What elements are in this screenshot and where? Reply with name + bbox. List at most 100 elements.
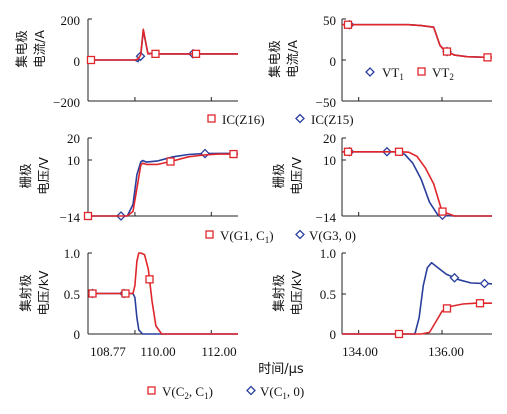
ytick-label: 0 [330,327,337,342]
ytick-label: 20 [67,131,80,146]
series-line-blue [88,29,238,63]
ytick-label: 0 [74,54,81,69]
series-line-blue [342,23,493,59]
ytick-label: 50 [323,13,336,28]
xtick-label: 134.00 [342,344,378,359]
ylabel-line2: 电压/V [36,157,51,195]
ytick-label: 10 [67,153,80,168]
ytick-label: 0 [74,327,81,342]
legend-marker-blue [295,229,305,240]
legend-marker-blue [365,67,375,77]
series-line-red [342,23,493,59]
series-line-red [342,151,492,217]
legend-label-ic-z15: IC(Z15) [311,112,354,127]
data-marker-square [442,304,452,313]
series-line-blue [88,292,238,335]
ylabel-line1: 集电极 [267,40,282,78]
legend-vt: VT1 VT2 [365,65,454,82]
data-marker-square [88,289,97,298]
ylabel-line1: 栅极 [18,163,33,189]
data-marker-square [475,299,485,308]
ytick-label: 20 [323,131,336,146]
legend-row2: V(G1, C1) V(G3, 0) [205,228,356,245]
ylabel-line2: 电压/V [289,157,304,195]
ytick-label: 1.0 [320,246,336,261]
data-marker-square [145,275,154,284]
ytick-label: 0.5 [320,287,336,302]
ytick-label: 0 [330,54,337,69]
panel-row3-right: 集射极 电压/kV 1.0 0.5 0 134.00 136.00 [271,246,493,359]
data-marker-diamond [449,272,460,283]
ytick-label: 10 [323,153,336,168]
ylabel-line2: 电压/kV [36,270,51,315]
legend-label-ic-z16: IC(Z16) [222,112,265,127]
series-line-red [342,302,492,335]
panel-row3-left: 集射极 电压/kV 1.0 0.5 0 108.77 110.00 112.00 [18,246,238,359]
legend-label-vg1c1: V(G1, C1) [220,228,274,245]
data-marker-square [121,289,130,298]
legend-label-vc1: V(C1, 0) [260,384,304,401]
plot-area [83,137,238,221]
plot-area [87,252,238,335]
plot-area [341,252,493,339]
ytick-label: 1.0 [64,246,80,261]
ylabel-line2: 电流/A [285,40,300,78]
x-axis-label: 时间/μs [258,362,304,377]
panel-row1-right: 集电极 电流/A 50 0 −50 VT1 VT2 [267,13,493,110]
legend-marker-red [205,230,214,239]
legend-marker-red [417,67,426,76]
plot-area [341,137,492,221]
legend-marker-blue [295,113,305,124]
legend-marker-blue [246,385,256,396]
plot-area [341,18,493,102]
ylabel-line1: 集射极 [18,274,33,312]
legend-label-vg3: V(G3, 0) [309,228,356,243]
data-marker-square [83,211,93,221]
data-marker-square [394,147,404,156]
data-marker-square [483,53,492,62]
data-marker-square [343,147,353,156]
ylabel-line2: 电压/kV [289,270,304,315]
legend-row1: IC(Z16) IC(Z15) [207,112,354,127]
legend-row3: V(C2, C1) V(C1, 0) [147,384,304,401]
legend-marker-red [207,114,216,123]
data-marker-diamond [200,148,210,159]
series-line-red [88,28,238,61]
data-marker-square [343,20,353,29]
xtick-label: 136.00 [428,344,464,359]
ytick-label: 0.5 [64,287,80,302]
ytick-label: −14 [60,210,81,225]
series-line-red [88,153,238,217]
xtick-label: 108.77 [90,344,126,359]
ytick-label: −14 [316,210,337,225]
xtick-label: 112.00 [201,344,236,359]
xtick-label: 110.00 [140,344,175,359]
ytick-label: 200 [61,13,81,28]
ylabel-line2: 电流/A [32,30,47,68]
data-marker-square [191,49,201,58]
data-marker-square [229,149,238,159]
data-marker-square [438,207,447,216]
ylabel-line1: 栅极 [271,163,286,189]
legend-marker-red [147,386,156,395]
ylabel-line1: 集电极 [14,30,29,68]
legend-label-vt1: VT1 [382,65,404,82]
data-marker-square [442,47,452,56]
series-line-blue [342,151,492,217]
panel-row2-left: 栅极 电压/V 20 10 −14 [18,131,238,225]
series-line-blue [342,261,493,335]
data-marker-square [166,157,175,166]
series-line-red [88,252,238,335]
panel-row1-left: 集电极 电流/A 200 0 −200 [14,13,238,110]
ytick-label: −200 [53,95,80,110]
plot-area [86,18,238,102]
data-marker-square [394,329,404,339]
data-marker-diamond [479,278,490,289]
legend-label-vc2c1: V(C2, C1) [162,384,213,401]
data-marker-square [151,49,160,58]
legend-label-vt2: VT2 [432,65,454,82]
data-marker-square [86,55,96,65]
panel-row2-right: 栅极 电压/V 20 10 −14 [271,131,492,225]
ytick-label: −50 [316,95,336,110]
